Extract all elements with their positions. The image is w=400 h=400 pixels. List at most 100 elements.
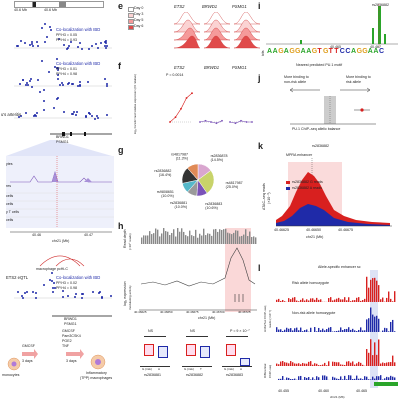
chip-signal-bar bbox=[388, 362, 390, 366]
chip-signal-bar bbox=[346, 379, 348, 380]
association-dot bbox=[62, 290, 65, 293]
association-dot bbox=[76, 110, 79, 113]
chip-signal-bar bbox=[320, 365, 322, 366]
chip-signal-bar bbox=[342, 379, 344, 380]
panel-i-snp: rs2836882 bbox=[372, 3, 389, 7]
workflow-arrow-1 bbox=[22, 349, 38, 359]
chip-signal-bar bbox=[312, 298, 314, 302]
association-dot bbox=[54, 65, 57, 68]
chip-signal-bar bbox=[356, 297, 358, 302]
chip-signal-bar bbox=[312, 377, 314, 380]
axis-tick-label: 40.47 bbox=[84, 233, 93, 237]
density-ridge bbox=[173, 35, 201, 49]
chip-signal-bar bbox=[352, 361, 354, 366]
association-dot bbox=[99, 290, 102, 293]
density-ridge bbox=[173, 19, 201, 33]
chip-signal-bar bbox=[352, 328, 354, 332]
association-dot bbox=[20, 114, 22, 117]
chip-signal-bar bbox=[280, 378, 282, 380]
density-ridge bbox=[233, 12, 260, 25]
chip-signal-bar bbox=[392, 319, 394, 332]
panel-l-tracks bbox=[276, 270, 398, 388]
chip-signal-bar bbox=[358, 361, 360, 366]
chip-signal-bar bbox=[394, 331, 396, 332]
motif-letter: A bbox=[272, 48, 278, 55]
arrow-right bbox=[340, 87, 371, 93]
chip-signal-bar bbox=[370, 379, 372, 380]
chip-signal-bar bbox=[276, 327, 278, 332]
association-dot bbox=[27, 84, 30, 87]
chip-signal-bar bbox=[302, 362, 304, 366]
pie-label: rs2836883 bbox=[205, 202, 222, 206]
association-dot bbox=[29, 44, 32, 46]
chip-signal-bar bbox=[328, 361, 330, 366]
workflow-cytokine-2: TNF bbox=[62, 344, 69, 348]
panel-f-ylabel: log₂ transformed relative expression (Ct… bbox=[133, 74, 137, 134]
association-dot bbox=[52, 281, 55, 284]
pie-pct: (10.0%) bbox=[175, 205, 188, 209]
chip-signal-bar bbox=[340, 327, 342, 332]
chip-signal-bar bbox=[334, 377, 336, 380]
box-axis bbox=[182, 366, 212, 367]
association-dot bbox=[91, 115, 93, 118]
chip-signal-bar bbox=[358, 329, 360, 332]
chip-signal-bar bbox=[342, 299, 344, 302]
box-group-label: A bbox=[240, 367, 243, 371]
box-group-label: T bbox=[200, 367, 202, 371]
motif-letter: G bbox=[289, 48, 295, 55]
association-dot bbox=[32, 115, 35, 118]
association-dot bbox=[67, 82, 70, 85]
association-dot bbox=[56, 67, 59, 70]
chip-signal-bar bbox=[346, 300, 348, 302]
coord-label-2: 40.6 Mb bbox=[44, 8, 57, 12]
association-dot bbox=[62, 43, 65, 46]
motif-letter: G bbox=[295, 48, 301, 55]
motif-letter: G bbox=[278, 48, 284, 55]
chip-signal-bar bbox=[360, 327, 362, 332]
chip-signal-bar bbox=[392, 355, 394, 366]
panel-h-ylabel1b: (×10⁵ reads) bbox=[128, 233, 132, 250]
legend-swatch bbox=[128, 7, 134, 12]
association-dot bbox=[105, 84, 108, 87]
chip-signal-bar bbox=[280, 361, 282, 366]
chip-signal-bar bbox=[330, 327, 332, 332]
axis-tick-label: 40.46725 bbox=[238, 310, 251, 314]
gene-label-brwd1: BRWD1 bbox=[56, 135, 69, 139]
chip-signal-bar bbox=[278, 329, 280, 332]
association-dot bbox=[61, 84, 64, 87]
panel-l-sub2: Non-risk allele homozygote bbox=[292, 311, 336, 315]
chip-signal-bar bbox=[386, 376, 388, 380]
association-dot bbox=[17, 115, 20, 118]
chip-signal-bar bbox=[376, 315, 378, 332]
panel-e-ridgelines bbox=[173, 12, 260, 49]
association-dot bbox=[81, 47, 84, 50]
panel-e-gene-brwd1: BRWD1 bbox=[202, 4, 218, 9]
panel-j-left-label: non-risk allele bbox=[284, 80, 307, 84]
motif-letter: A bbox=[367, 48, 373, 55]
box-risk bbox=[186, 344, 196, 356]
chip-signal-bar bbox=[384, 327, 386, 332]
gene2-label-psmg1: PSMG1 bbox=[64, 322, 77, 326]
association-dot bbox=[23, 292, 26, 295]
depth-bar bbox=[217, 231, 219, 244]
chip-signal-bar bbox=[360, 362, 362, 366]
chip-signal-bar bbox=[282, 299, 284, 302]
motif-letter: T bbox=[317, 48, 322, 55]
chip-signal-bar bbox=[368, 287, 370, 302]
data-point bbox=[229, 121, 231, 123]
chip-signal-bar bbox=[286, 377, 288, 380]
association-dot bbox=[77, 46, 80, 48]
gene2-label-brwd1: BRWD1 bbox=[64, 317, 77, 321]
legend-swatch bbox=[128, 25, 134, 30]
motif-letter: C bbox=[345, 48, 351, 55]
chip-signal-bar bbox=[332, 300, 334, 302]
association-dot bbox=[96, 115, 98, 117]
depth-bar bbox=[199, 233, 201, 244]
association-dot bbox=[105, 47, 108, 50]
chip-signal-bar bbox=[300, 299, 302, 302]
panel-j-right-label: More binding to bbox=[346, 75, 371, 79]
series-line bbox=[199, 120, 223, 124]
box-group-label: G (risk) bbox=[224, 367, 234, 371]
chip-signal-bar bbox=[354, 330, 356, 332]
coord-label-1: 40.6 Mb bbox=[14, 8, 27, 12]
